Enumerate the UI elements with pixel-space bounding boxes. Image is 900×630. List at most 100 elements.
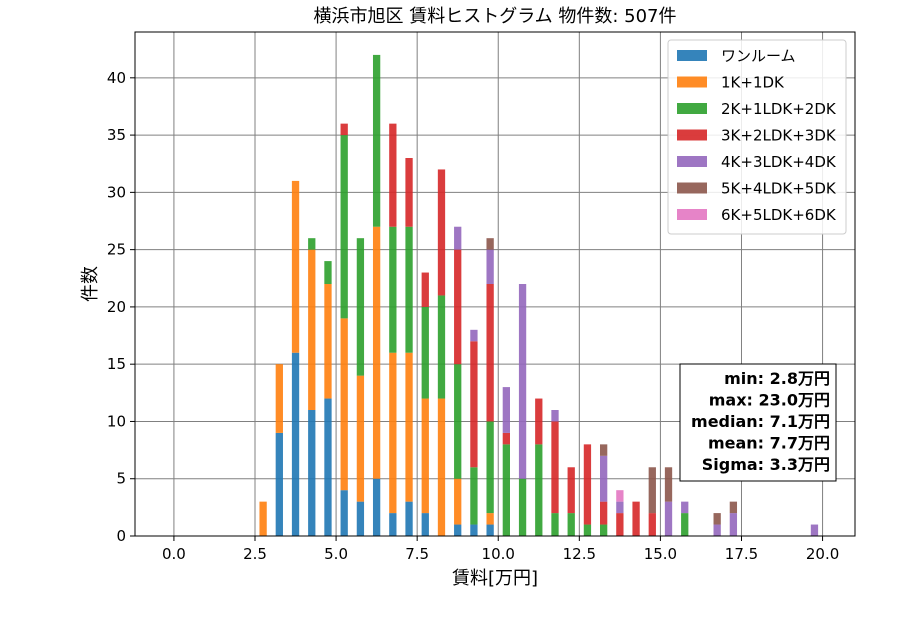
- bar-segment: [389, 226, 397, 353]
- y-tick-label: 20: [107, 298, 126, 316]
- bar-segment: [664, 467, 673, 502]
- bar-segment: [681, 513, 689, 536]
- x-axis-label: 賃料[万円]: [452, 568, 538, 589]
- legend-label: 1K+1DK: [721, 74, 785, 92]
- bar-segment: [600, 524, 608, 536]
- bar-segment: [275, 432, 283, 536]
- bar-segment: [372, 226, 381, 479]
- bar-segment: [616, 490, 624, 502]
- bar-segment: [616, 513, 624, 536]
- bar-segment: [340, 123, 348, 136]
- x-tick-label: 10.0: [482, 545, 515, 563]
- bar-segment: [713, 524, 721, 536]
- bar-segment: [454, 249, 462, 365]
- legend-swatch: [677, 182, 707, 194]
- bar-segment: [486, 249, 494, 284]
- legend-swatch: [677, 156, 707, 167]
- bar-segment: [356, 375, 365, 502]
- bar-segment: [518, 284, 527, 479]
- bar-segment: [372, 54, 381, 227]
- x-tick-label: 20.0: [806, 545, 839, 563]
- bar-segment: [632, 501, 640, 536]
- bar-segment: [502, 432, 510, 445]
- stats-line: max: 23.0万円: [709, 391, 830, 410]
- legend-swatch: [677, 129, 707, 141]
- bar-segment: [340, 490, 348, 536]
- x-tick-label: 5.0: [324, 545, 348, 563]
- bar-segment: [729, 513, 738, 536]
- bar-segment: [291, 352, 300, 536]
- bar-segment: [600, 444, 608, 456]
- bar-segment: [437, 169, 446, 296]
- stats-box-frame: [679, 363, 837, 482]
- legend-box: [667, 39, 847, 235]
- y-tick-label: 10: [107, 412, 126, 430]
- bar-segment: [648, 513, 656, 536]
- bar-segment: [389, 513, 397, 536]
- bar-segment: [454, 226, 462, 250]
- bar-segment: [421, 398, 429, 514]
- bar-segment: [551, 410, 559, 422]
- bar-segment: [356, 501, 365, 536]
- bar-segment: [291, 180, 300, 353]
- y-tick-label: 30: [107, 183, 126, 201]
- bar-segment: [486, 421, 494, 514]
- bar-segment: [535, 398, 543, 445]
- bar-segment: [600, 501, 608, 525]
- bar-segment: [486, 238, 494, 250]
- y-tick-label: 0: [116, 527, 126, 545]
- stats-box: min: 2.8万円 max: 23.0万円 median: 7.1万円 mean: …: [679, 363, 837, 482]
- legend-label: 5K+4LDK+5DK: [721, 180, 837, 198]
- y-tick-label: 40: [107, 69, 126, 87]
- legend-label: ワンルーム: [721, 47, 796, 65]
- x-tick-label: 0.0: [162, 545, 186, 563]
- x-tick-label: 12.5: [563, 545, 596, 563]
- bar-segment: [405, 352, 413, 502]
- stats-line: min: 2.8万円: [724, 369, 830, 388]
- bar-segment: [421, 272, 429, 307]
- bar-segment: [470, 329, 478, 342]
- legend-label: 3K+2LDK+3DK: [721, 127, 837, 145]
- bar-segment: [502, 387, 510, 433]
- x-tick-label: 2.5: [243, 545, 267, 563]
- bar-segment: [502, 444, 510, 536]
- bar-segment: [454, 364, 462, 479]
- bar-segment: [437, 398, 446, 536]
- y-tick-label: 15: [107, 355, 126, 373]
- legend: ワンルーム 1K+1DK 2K+1LDK+2DK 3K+2LDK+3DK 4K+3LDK…: [667, 39, 847, 235]
- bar-segment: [681, 501, 689, 514]
- bar-segment: [486, 524, 494, 536]
- y-tick-label: 5: [116, 470, 126, 488]
- bar-segment: [616, 501, 624, 514]
- bar-segment: [470, 341, 478, 468]
- bar-segment: [648, 467, 656, 514]
- bar-segment: [389, 123, 397, 227]
- legend-label: 2K+1LDK+2DK: [721, 100, 837, 118]
- bar-segment: [486, 513, 494, 525]
- bar-segment: [470, 467, 478, 525]
- bars: [259, 54, 819, 536]
- stats-line: median: 7.1万円: [691, 412, 830, 431]
- bar-segment: [486, 284, 494, 422]
- x-tick-label: 17.5: [725, 545, 758, 563]
- y-tick-label: 25: [107, 241, 126, 259]
- stats-line: Sigma: 3.3万円: [702, 455, 830, 474]
- stats-line: mean: 7.7万円: [708, 434, 830, 453]
- bar-segment: [437, 295, 446, 399]
- bar-segment: [454, 478, 462, 525]
- bar-segment: [567, 513, 575, 536]
- bar-segment: [308, 410, 316, 536]
- bar-segment: [421, 306, 429, 399]
- legend-swatch: [677, 103, 707, 114]
- bar-segment: [324, 261, 332, 284]
- bar-segment: [810, 524, 819, 536]
- legend-swatch: [677, 76, 707, 88]
- plot-frame: [134, 31, 856, 537]
- bar-segment: [583, 444, 592, 525]
- bar-segment: [405, 226, 413, 353]
- bar-segment: [372, 478, 381, 536]
- legend-label: 4K+3LDK+4DK: [721, 153, 837, 171]
- chart-title: 横浜市旭区 賃料ヒストグラム 物件数: 507件: [313, 6, 676, 27]
- y-tick-label: 35: [107, 126, 126, 144]
- bar-segment: [340, 318, 348, 491]
